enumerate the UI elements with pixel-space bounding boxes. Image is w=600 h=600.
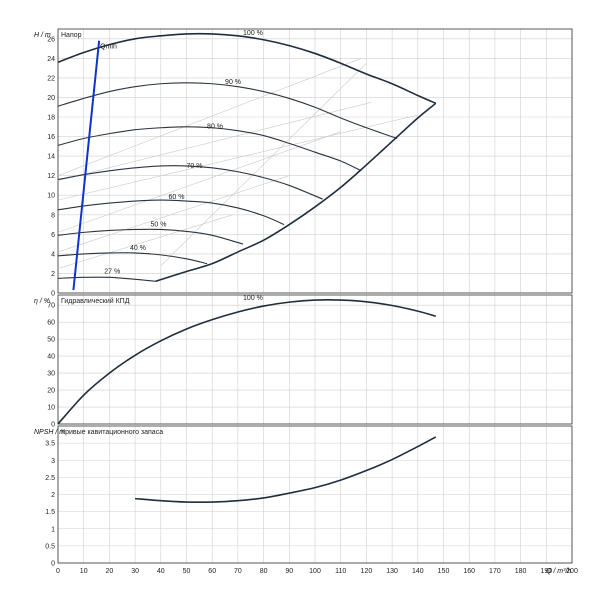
speed-curve <box>57 82 398 140</box>
x-tick-label: 130 <box>386 568 398 575</box>
curve-label: 27 % <box>104 268 120 275</box>
iso-efficiency-line <box>57 114 418 201</box>
curve-label: 40 % <box>130 245 146 252</box>
iso-efficiency-line <box>57 102 372 181</box>
x-tick-label: 70 <box>234 568 242 575</box>
y-tick-label: 10 <box>47 193 55 200</box>
y-tick-label: 4 <box>51 251 55 258</box>
curve-label: 60 % <box>169 194 185 201</box>
y-tick-label: 0 <box>51 291 55 298</box>
y-tick-label: 1.5 <box>45 509 55 516</box>
y-tick-label: 12 <box>47 173 55 180</box>
x-tick-label: 200 <box>566 568 578 575</box>
y-tick-label: 8 <box>51 212 55 219</box>
x-tick-label: 100 <box>309 568 321 575</box>
speed-curve <box>57 252 208 265</box>
iso-efficiency-line <box>57 131 341 233</box>
series-line <box>57 299 437 425</box>
y-tick-label: 14 <box>47 154 55 161</box>
iso-lines <box>57 58 418 269</box>
plot-frame <box>57 425 573 564</box>
iso-efficiency-line <box>57 58 362 176</box>
x-tick-label: 60 <box>208 568 216 575</box>
x-tick-label: 10 <box>80 568 88 575</box>
speed-curve <box>57 276 156 282</box>
panel-title: Кривые кавитационного запаса <box>61 429 163 436</box>
y-tick-label: 30 <box>47 371 55 378</box>
y-tick-label: 16 <box>47 134 55 141</box>
curve-label: 50 % <box>151 222 167 229</box>
curve-label: 100 % <box>243 30 263 37</box>
y-tick-label: 0.5 <box>45 543 55 550</box>
x-tick-label: 190 <box>540 568 552 575</box>
y-tick-label: 22 <box>47 75 55 82</box>
series-line <box>135 436 437 504</box>
x-tick-label: 80 <box>260 568 268 575</box>
plot-frame <box>57 28 573 294</box>
x-tick-label: 50 <box>183 568 191 575</box>
x-tick-label: 180 <box>515 568 527 575</box>
curve-label: 100 % <box>243 295 263 302</box>
speed-curve <box>57 165 323 200</box>
speed-curve <box>57 126 362 172</box>
x-tick-label: 120 <box>361 568 373 575</box>
y-tick-label: 18 <box>47 115 55 122</box>
y-tick-label: 1 <box>51 526 55 533</box>
y-tick-label: 24 <box>47 56 55 63</box>
efficiency-panel: 0 10 20 30 40 50 60 70η / % Гидравлический КПД 10… <box>34 294 573 429</box>
x-tick-label: 110 <box>335 568 346 575</box>
x-tick-label: 90 <box>285 568 293 575</box>
y-tick-label: 10 <box>47 405 55 412</box>
x-tick-label: 30 <box>131 568 139 575</box>
qmin-label: Qmin <box>100 44 117 51</box>
y-tick-label: 3.5 <box>45 441 55 448</box>
curve-label: 80 % <box>207 124 223 131</box>
speed-curve <box>57 199 285 226</box>
curve-label: 90 % <box>225 79 241 86</box>
plot-frame <box>57 294 573 425</box>
y-tick-label: 2.5 <box>45 475 55 482</box>
qmin-line <box>72 40 101 291</box>
x-tick-label: 160 <box>463 568 475 575</box>
x-tick-label: 170 <box>489 568 501 575</box>
x-tick-label: 40 <box>157 568 165 575</box>
x-tick-label: 0 <box>56 568 60 575</box>
y-tick-label: 6 <box>51 232 55 239</box>
flow-axis: 0 10 20 30 40 50 60 70 80 90 100 110 120 130 140 150 160… <box>56 568 578 575</box>
y-tick-label: 0 <box>51 561 55 568</box>
x-tick-label: 20 <box>106 568 114 575</box>
y-tick-label: 2 <box>51 271 55 278</box>
panel-title: Напор <box>61 32 82 39</box>
x-tick-label: 140 <box>412 568 424 575</box>
iso-efficiency-line <box>57 175 290 253</box>
y-tick-label: 60 <box>47 320 55 327</box>
y-tick-label: 20 <box>47 388 55 395</box>
y-tick-label: 20 <box>47 95 55 102</box>
y-tick-label: 40 <box>47 354 55 361</box>
panel-title: Гидравлический КПД <box>61 297 130 305</box>
y-tick-label: 50 <box>47 337 55 344</box>
y-axis-label: η / % <box>34 298 50 305</box>
x-axis-label: Q / m³/h <box>546 568 571 575</box>
y-tick-label: 2 <box>51 492 55 499</box>
speed-curve <box>57 228 244 245</box>
speed-curve <box>57 32 437 105</box>
y-tick-label: 26 <box>47 36 55 43</box>
y-tick-label: 70 <box>47 303 55 310</box>
y-tick-label: 3 <box>51 458 55 465</box>
y-axis-label: H / m <box>34 32 51 39</box>
x-tick-label: 150 <box>438 568 450 575</box>
y-axis-label: NPSH / m <box>34 429 65 436</box>
y-tick-label: 0 <box>51 422 55 429</box>
curve-label: 70 % <box>187 163 203 170</box>
limit-curve <box>155 102 437 283</box>
